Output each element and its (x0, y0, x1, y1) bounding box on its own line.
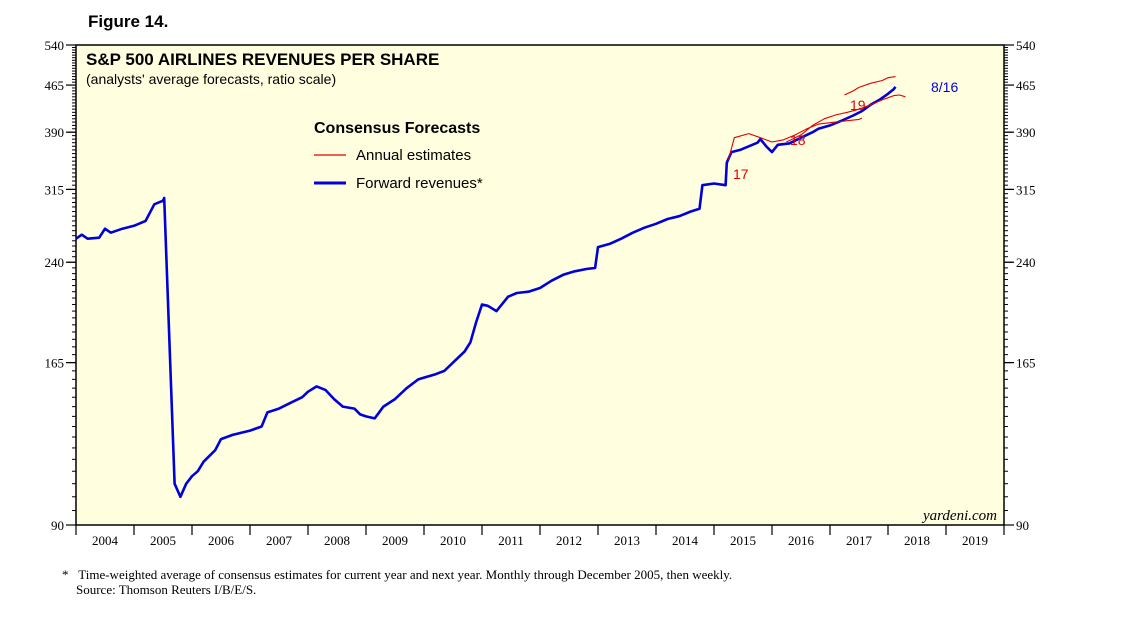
footnote-source: Source: Thomson Reuters I/B/E/S. (76, 582, 257, 597)
y-tick-label-left: 90 (51, 518, 64, 533)
annual-estimate-line (727, 117, 863, 160)
x-tick-label: 2013 (614, 533, 640, 548)
watermark: yardeni.com (921, 508, 997, 524)
x-tick-label: 2004 (92, 533, 119, 548)
x-tick-label: 2012 (556, 533, 582, 548)
figure-label: Figure 14. (88, 12, 169, 31)
x-tick-label: 2006 (208, 533, 235, 548)
y-tick-label-right: 315 (1016, 182, 1036, 197)
y-tick-label-left: 315 (45, 182, 65, 197)
y-tick-label-right: 465 (1016, 78, 1036, 93)
y-tick-label-right: 390 (1016, 125, 1036, 140)
y-tick-label-left: 390 (45, 125, 65, 140)
y-tick-label-left: 540 (45, 38, 65, 53)
footnote: * Time-weighted average of consensus est… (62, 567, 732, 597)
chart-title: S&P 500 AIRLINES REVENUES PER SHARE (86, 50, 439, 69)
series-layer (75, 76, 906, 499)
y-tick-label-right: 165 (1016, 356, 1036, 371)
x-tick-label: 2010 (440, 533, 466, 548)
axis-ticks: 90 90 165 165 240 240 315 315 390 390 465 465 540 540… (45, 38, 1036, 548)
legend-annual-label: Annual estimates (356, 147, 471, 164)
y-tick-label-left: 240 (45, 255, 65, 270)
x-tick-label: 2011 (498, 533, 524, 548)
x-tick-label: 2016 (788, 533, 815, 548)
x-tick-label: 2007 (266, 533, 293, 548)
chart-subtitle: (analysts' average forecasts, ratio scal… (86, 71, 336, 87)
plot-area (75, 44, 1005, 526)
annotation-19: 19 (850, 97, 866, 113)
legend-forward-label: Forward revenues* (356, 175, 483, 192)
y-tick-label-right: 240 (1016, 255, 1036, 270)
annotation-date: 8/16 (931, 79, 958, 95)
y-tick-label-left: 165 (45, 356, 65, 371)
x-tick-label: 2015 (730, 533, 756, 548)
x-tick-label: 2014 (672, 533, 699, 548)
annotation-17: 17 (733, 166, 749, 182)
footnote-note: * Time-weighted average of consensus est… (62, 567, 732, 582)
y-tick-label-right: 90 (1016, 518, 1029, 533)
legend-title: Consensus Forecasts (314, 120, 480, 137)
x-tick-label: 2019 (962, 533, 988, 548)
x-tick-label: 2005 (150, 533, 176, 548)
annual-estimate-line (844, 76, 896, 96)
y-tick-label-right: 540 (1016, 38, 1036, 53)
chart: 90 90 165 165 240 240 315 315 390 390 465 465 540 540… (45, 38, 1036, 548)
x-tick-label: 2018 (904, 533, 930, 548)
x-tick-label: 2009 (382, 533, 408, 548)
y-tick-label-left: 465 (45, 78, 65, 93)
annual-estimate-line (786, 94, 906, 143)
x-tick-label: 2017 (846, 533, 873, 548)
footnote-marker: * (62, 567, 69, 582)
x-tick-label: 2008 (324, 533, 350, 548)
forward-revenues-line (75, 86, 897, 499)
footnote-text: Time-weighted average of consensus estim… (78, 567, 733, 582)
annotation-18: 18 (790, 132, 806, 148)
